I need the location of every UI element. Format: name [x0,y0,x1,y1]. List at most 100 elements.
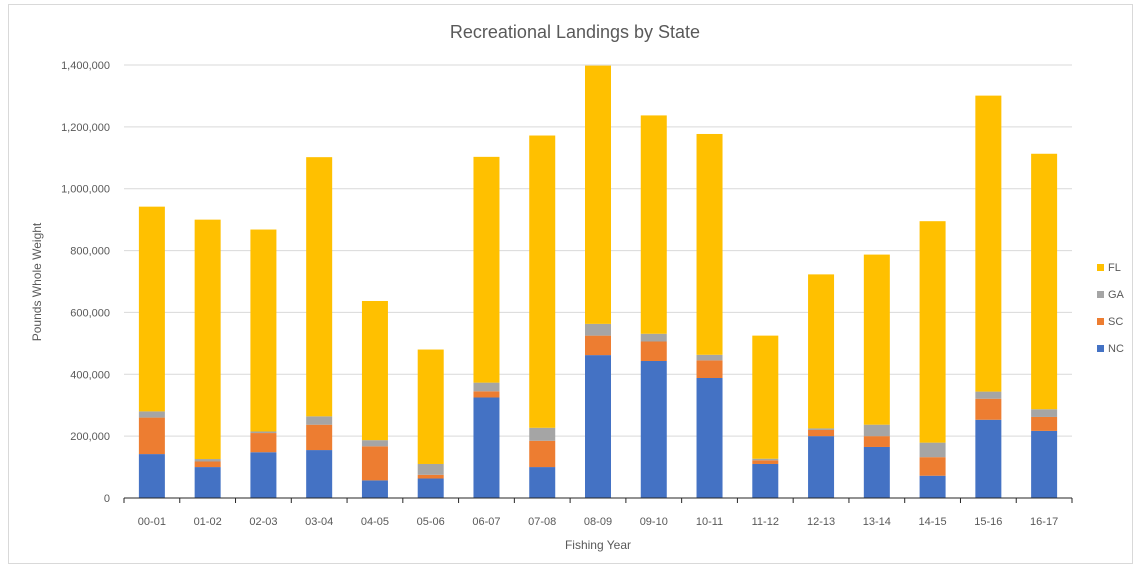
legend-label-nc: NC [1108,343,1124,355]
bar-fl-12-13 [808,274,835,429]
y-tick-labels: 0 200,000 400,000 600,000 800,000 1,000,000 1,… [61,60,110,505]
bar-ga-06-07 [473,382,500,392]
bar-fl-13-14 [863,254,890,425]
bar-nc-05-06 [417,478,444,498]
bar-ga-11-12 [752,458,779,461]
bar-sc-13-14 [863,436,890,447]
bar-ga-02-03 [250,431,277,434]
bar-nc-01-02 [194,467,221,498]
bar-ga-14-15 [919,442,946,458]
legend-swatch-nc [1097,345,1104,352]
bar-sc-02-03 [250,433,277,453]
bar-fl-02-03 [250,229,277,432]
legend-label-sc: SC [1108,316,1123,328]
bar-ga-05-06 [417,463,444,475]
bar-ga-08-09 [585,323,611,336]
bar-fl-09-10 [640,115,667,334]
bar-ga-07-08 [529,427,556,441]
bar-fl-03-04 [306,157,333,417]
bar-nc-13-14 [863,446,890,498]
legend: FL GA SC NC [1097,262,1125,355]
bar-fl-01-02 [194,219,221,460]
bar-sc-07-08 [529,440,556,468]
legend-label-ga: GA [1108,289,1125,301]
bar-sc-14-15 [919,457,946,476]
y-tick-label: 800,000 [70,246,110,258]
legend-label-fl: FL [1108,262,1121,274]
bar-fl-11-12 [752,335,779,459]
bar-sc-01-02 [194,461,221,468]
x-tick-label: 15-16 [974,516,1002,528]
y-tick-label: 1,400,000 [61,60,110,72]
bar-fl-08-09 [585,65,611,324]
bar-ga-00-01 [138,411,165,418]
chart-title: Recreational Landings by State [450,22,700,42]
bar-fl-05-06 [417,349,444,464]
y-tick-label: 600,000 [70,307,110,319]
x-tick-label: 06-07 [472,516,500,528]
x-tick-label: 00-01 [138,516,166,528]
x-tick-labels: 00-01 01-02 02-03 03-04 04-05 05-06 06-07 07-08… [123,498,1073,528]
bar-nc-06-07 [473,397,500,498]
y-tick-label: 400,000 [70,369,110,381]
y-tick-label: 1,200,000 [61,122,110,134]
bar-fl-00-01 [138,206,165,412]
bar-nc-07-08 [529,467,556,498]
bar-sc-08-09 [585,335,611,356]
bar-fl-10-11 [696,133,723,355]
bar-nc-00-01 [138,454,165,498]
bar-nc-10-11 [696,377,723,498]
bar-nc-16-17 [1031,430,1058,498]
bar-ga-15-16 [975,391,1002,399]
bar-fl-06-07 [473,156,500,383]
x-tick-label: 12-13 [807,516,835,528]
x-axis-title: Fishing Year [565,538,631,552]
legend-swatch-fl [1097,264,1104,271]
bar-ga-12-13 [808,428,835,430]
bar-nc-11-12 [752,463,779,498]
bar-ga-10-11 [696,354,723,361]
bar-ga-04-05 [361,440,388,447]
bar-fl-14-15 [919,221,946,443]
bar-fl-07-08 [529,135,556,428]
y-tick-label: 200,000 [70,431,110,443]
bar-sc-16-17 [1031,416,1058,431]
x-tick-label: 07-08 [528,516,556,528]
bar-nc-03-04 [306,450,333,498]
bar-nc-14-15 [919,475,946,498]
bar-nc-04-05 [361,480,388,498]
bar-nc-08-09 [585,355,611,498]
bar-nc-02-03 [250,452,277,498]
x-tick-label: 13-14 [863,516,891,528]
x-tick-label: 09-10 [640,516,668,528]
bar-sc-12-13 [808,429,835,437]
bar-ga-09-10 [640,333,667,342]
bar-sc-06-07 [473,391,500,398]
legend-swatch-sc [1097,318,1104,325]
bar-ga-01-02 [194,459,221,462]
bar-nc-12-13 [808,436,835,498]
bar-sc-10-11 [696,360,723,378]
x-tick-label: 10-11 [696,516,723,528]
bar-sc-09-10 [640,341,667,361]
bar-sc-11-12 [752,460,779,464]
legend-swatch-ga [1097,291,1104,298]
y-tick-label: 1,000,000 [61,184,110,196]
x-tick-label: 08-09 [584,516,612,528]
bars [138,65,1058,498]
x-tick-label: 11-12 [752,516,779,528]
bar-nc-09-10 [640,360,667,498]
y-tick-label: 0 [104,493,110,505]
x-tick-label: 16-17 [1030,516,1058,528]
bar-sc-03-04 [306,424,333,451]
bar-sc-05-06 [417,474,444,479]
bar-fl-04-05 [361,300,388,441]
bar-sc-04-05 [361,446,388,481]
x-tick-label: 05-06 [417,516,445,528]
bar-fl-15-16 [975,95,1002,392]
x-tick-label: 14-15 [919,516,947,528]
x-tick-label: 03-04 [305,516,333,528]
bar-ga-03-04 [306,416,333,425]
x-tick-label: 01-02 [194,516,222,528]
